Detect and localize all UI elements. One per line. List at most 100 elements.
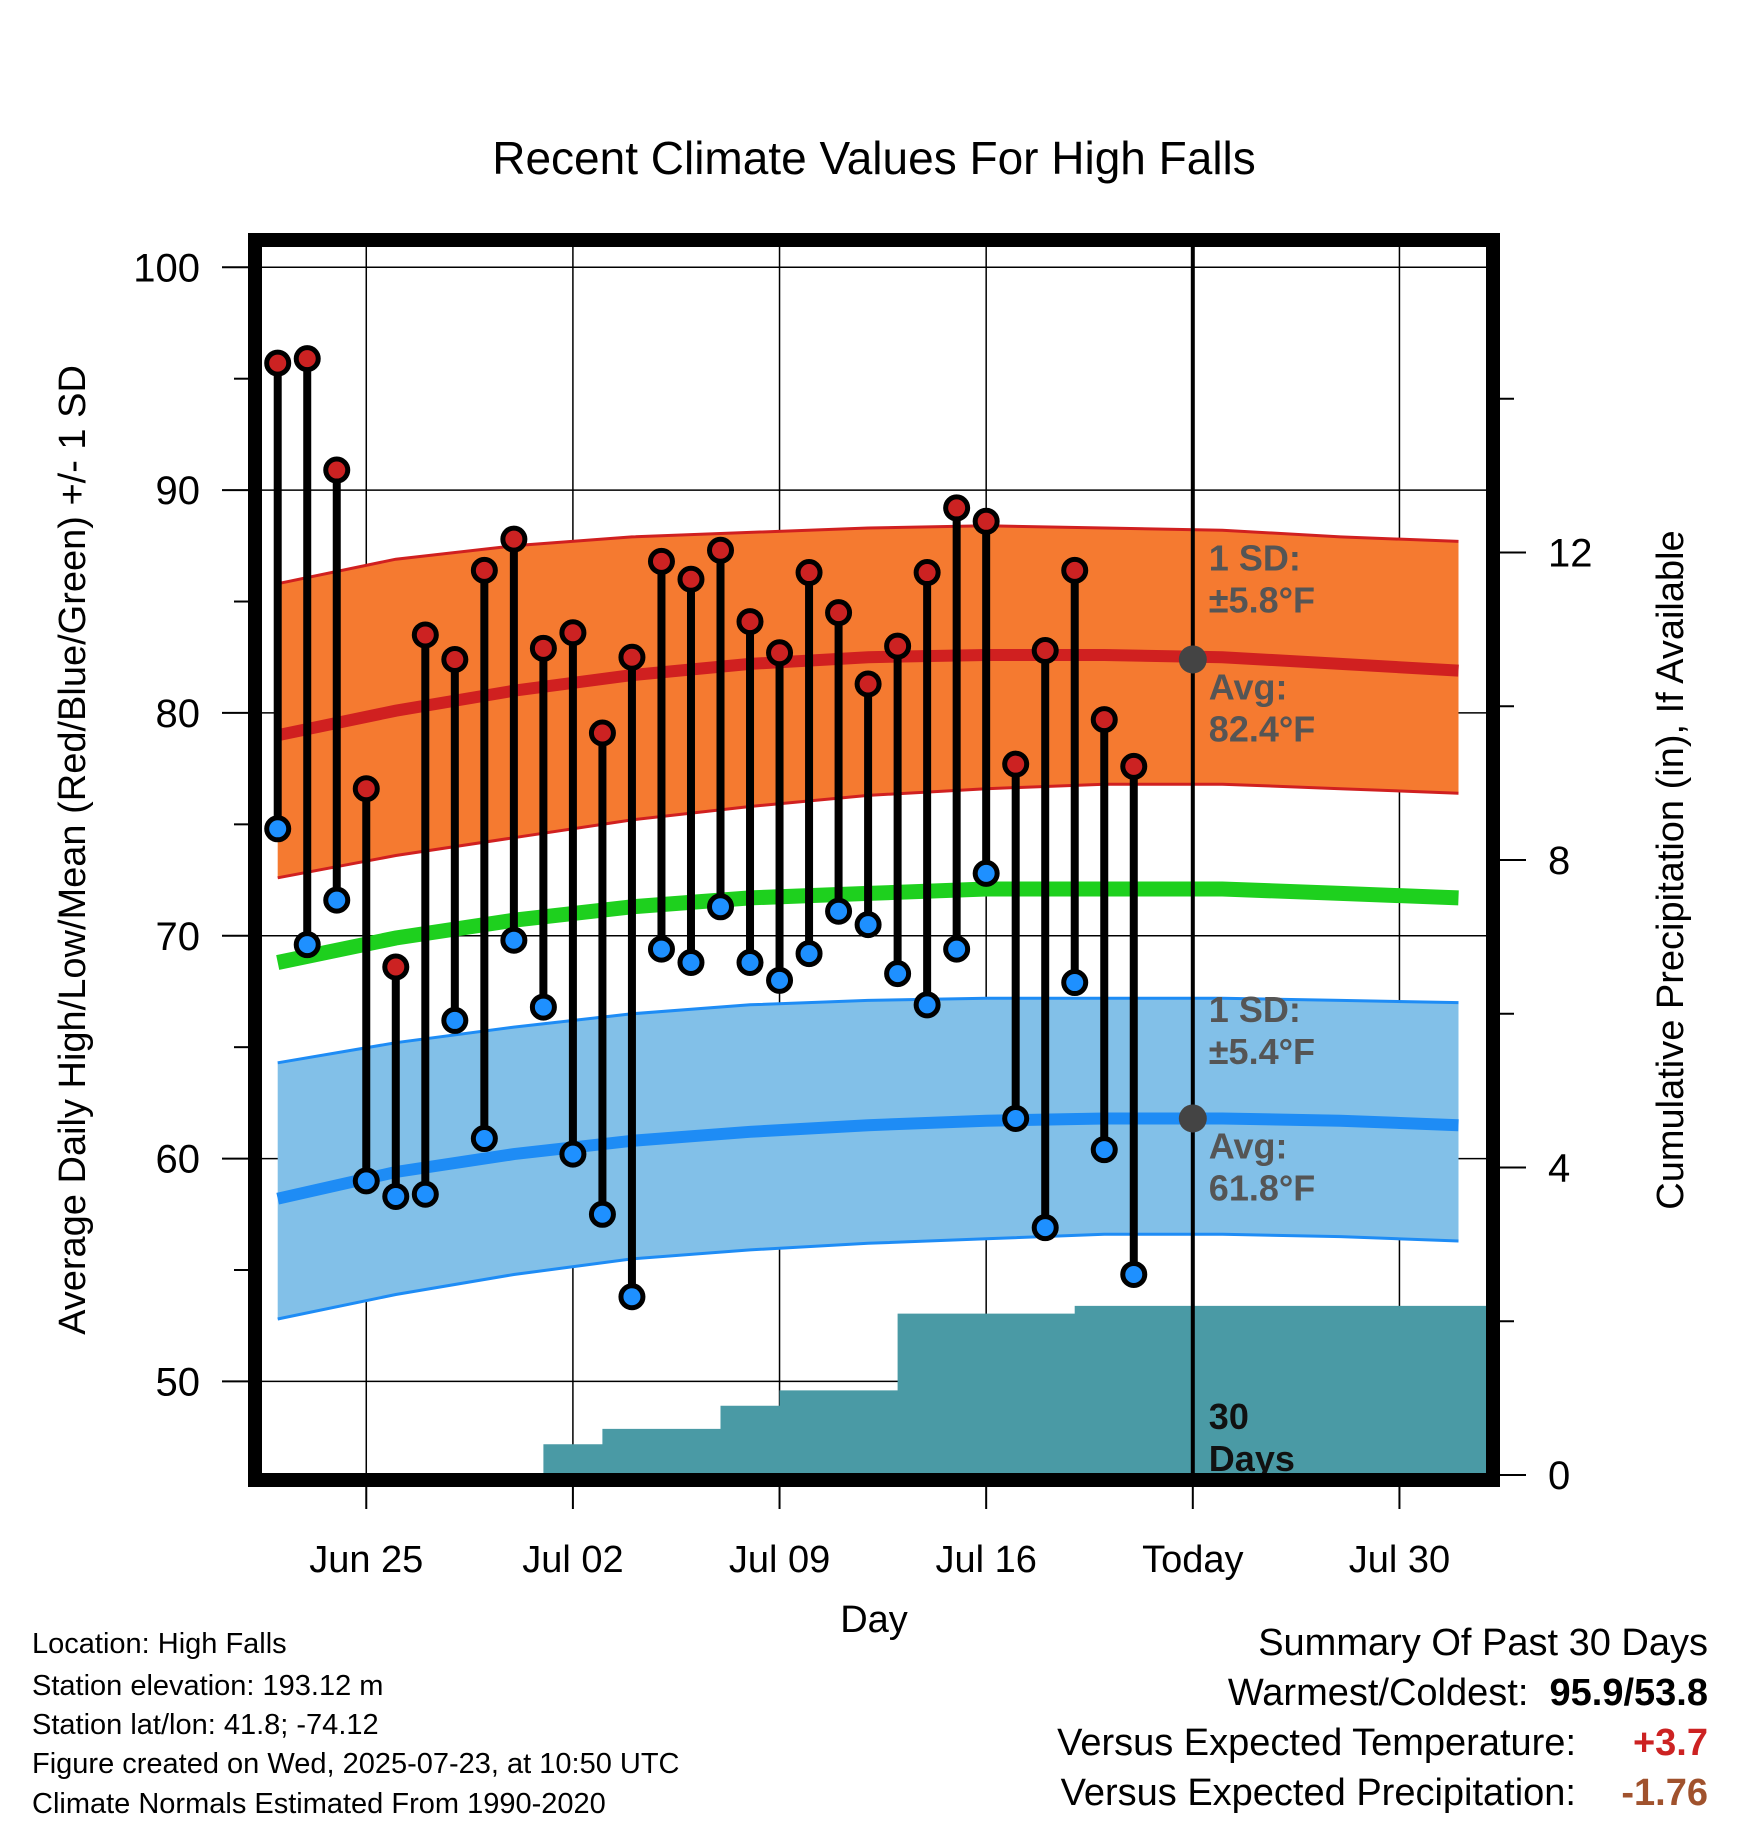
observed-low-point <box>382 1182 410 1210</box>
observed-low-point <box>825 897 853 925</box>
x-axis-label: Day <box>840 1599 908 1641</box>
x-tick-label: Jul 09 <box>729 1539 830 1581</box>
observed-low-point <box>441 1006 469 1034</box>
observed-low-point <box>854 911 882 939</box>
today-low-avg-marker <box>1178 1104 1207 1133</box>
observed-high-point <box>618 643 646 671</box>
temp-label: Versus Expected Temperature: <box>1057 1722 1576 1764</box>
observed-high-point <box>736 608 764 636</box>
warm-cold-label: Warmest/Coldest: <box>1227 1672 1529 1714</box>
low-sd-upper-edge <box>277 996 1459 1065</box>
y-left-tick-label: 60 <box>156 1138 201 1182</box>
info-location: Location: High Falls <box>32 1628 287 1660</box>
observed-high-point <box>943 494 971 522</box>
y-left-tick-label: 70 <box>156 915 201 959</box>
low-sd-value: ±5.4°F <box>1209 1031 1315 1072</box>
observed-low-point <box>323 886 351 914</box>
observed-low-point <box>1090 1136 1118 1164</box>
observed-high-point <box>1120 752 1148 780</box>
observed-high-point <box>323 456 351 484</box>
observed-high-point <box>913 559 941 587</box>
high-avg-value: 82.4°F <box>1209 708 1315 749</box>
observed-low-point <box>352 1167 380 1195</box>
observed-low-point <box>795 940 823 968</box>
observed-high-point <box>500 525 528 553</box>
observed-high-point <box>559 619 587 647</box>
summary-heading-text: Summary Of Past 30 Days <box>1258 1622 1708 1664</box>
low-avg-label: Avg: <box>1209 1125 1288 1166</box>
high-avg-label: Avg: <box>1209 666 1288 707</box>
observed-low-point <box>500 926 528 954</box>
y-right-tick-label: 12 <box>1548 532 1593 576</box>
x-tick-label: Today <box>1142 1539 1243 1581</box>
info-normals: Climate Normals Estimated From 1990-2020 <box>32 1788 606 1820</box>
y-right-tick-label: 8 <box>1548 839 1570 883</box>
observed-low-point <box>1061 969 1089 997</box>
plot-frame <box>248 233 1500 1487</box>
low-sd-lower-edge <box>277 1232 1459 1321</box>
observed-low-point <box>293 931 321 959</box>
observed-low-point <box>411 1180 439 1208</box>
observed-high-point <box>293 345 321 373</box>
observed-high-point <box>854 670 882 698</box>
y-left-tick-label: 100 <box>133 246 200 290</box>
observed-high-point <box>795 559 823 587</box>
observed-low-point <box>913 991 941 1019</box>
plot-area <box>260 245 1488 1475</box>
observed-high-point <box>647 547 675 575</box>
observed-high-point <box>529 634 557 662</box>
observed-high-point <box>441 645 469 673</box>
high-sd-label: 1 SD: <box>1209 537 1301 578</box>
observed-high-point <box>382 953 410 981</box>
observed-low-point <box>1120 1260 1148 1288</box>
low-sd-label: 1 SD: <box>1209 989 1301 1030</box>
observed-high-point <box>884 632 912 660</box>
chart-title: Recent Climate Values For High Falls <box>492 132 1256 184</box>
observed-low-point <box>884 960 912 988</box>
observed-low-point <box>264 815 292 843</box>
today-high-avg-marker <box>1178 645 1207 674</box>
y-right-tick-label: 0 <box>1548 1454 1570 1498</box>
summary-heading: Summary Of Past 30 Days <box>1258 1622 1708 1665</box>
temp-value: +3.7 <box>1632 1722 1708 1764</box>
low-avg-value: 61.8°F <box>1209 1167 1315 1208</box>
observed-high-point <box>1061 556 1089 584</box>
x-tick-label: Jul 02 <box>522 1539 623 1581</box>
observed-low-point <box>766 966 794 994</box>
observed-low-point <box>470 1125 498 1153</box>
precip-label: Versus Expected Precipitation: <box>1060 1772 1576 1814</box>
observed-low-point <box>1002 1104 1030 1132</box>
observed-low-point <box>529 993 557 1021</box>
observed-low-point <box>1031 1214 1059 1242</box>
observed-high-point <box>1031 637 1059 665</box>
low-avg-line <box>276 1112 1459 1205</box>
observed-low-point <box>588 1200 616 1228</box>
observed-low-point <box>559 1140 587 1168</box>
observed-high-point <box>588 719 616 747</box>
high-avg-line <box>276 649 1459 742</box>
observed-high-point <box>264 349 292 377</box>
precip-value: -1.76 <box>1621 1772 1708 1814</box>
precipitation-area <box>513 1305 1488 1475</box>
high-sd-value: ±5.8°F <box>1209 579 1315 620</box>
observed-high-point <box>825 599 853 627</box>
y-left-tick-label: 90 <box>156 469 201 513</box>
info-latlon: Station lat/lon: 41.8; -74.12 <box>32 1709 379 1741</box>
observed-low-point <box>736 949 764 976</box>
observed-low-point <box>972 859 1000 887</box>
observed-low-point <box>677 949 705 976</box>
summary-precipitation: Versus Expected Precipitation: -1.76 <box>1061 1772 1708 1815</box>
observed-high-point <box>352 775 380 803</box>
summary-temperature: Versus Expected Temperature: +3.7 <box>1057 1722 1708 1765</box>
summary-warm-cold: Warmest/Coldest: 95.9/53.8 <box>1228 1672 1708 1715</box>
observed-high-point <box>1002 750 1030 778</box>
observed-high-point <box>1090 706 1118 734</box>
high-sd-upper-edge <box>277 524 1459 586</box>
precip-days-label-line1: 30 <box>1209 1396 1249 1437</box>
observed-low-point <box>618 1283 646 1311</box>
info-elevation: Station elevation: 193.12 m <box>32 1670 384 1702</box>
observed-high-point <box>470 556 498 584</box>
observed-high-point <box>677 565 705 593</box>
info-created: Figure created on Wed, 2025-07-23, at 10… <box>32 1748 680 1780</box>
